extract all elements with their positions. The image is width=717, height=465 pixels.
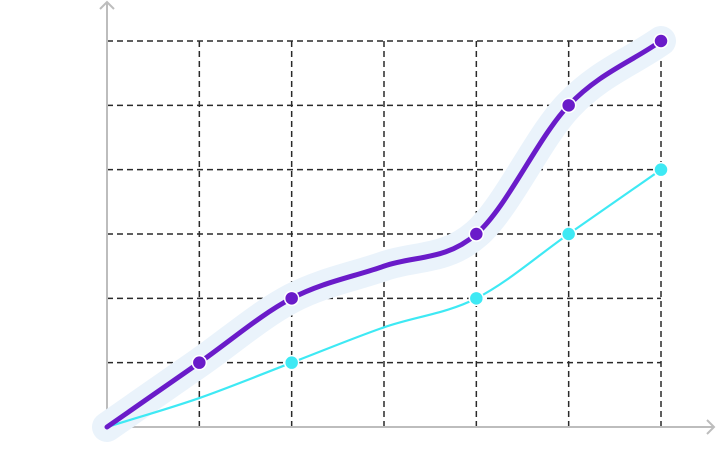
series-2-point [283, 354, 300, 371]
series-2-point [468, 290, 485, 307]
series-markers [191, 33, 669, 371]
series-2-point [560, 226, 577, 242]
axes [99, 0, 716, 435]
x-axis-arrow [706, 419, 716, 435]
series-1-point [653, 33, 669, 49]
series-1-point [560, 97, 577, 114]
series-2-point [653, 161, 669, 178]
series-1-point [283, 290, 300, 307]
series-1-point [468, 226, 485, 242]
y-axis-arrow [99, 0, 115, 10]
series-1-point [191, 354, 208, 371]
